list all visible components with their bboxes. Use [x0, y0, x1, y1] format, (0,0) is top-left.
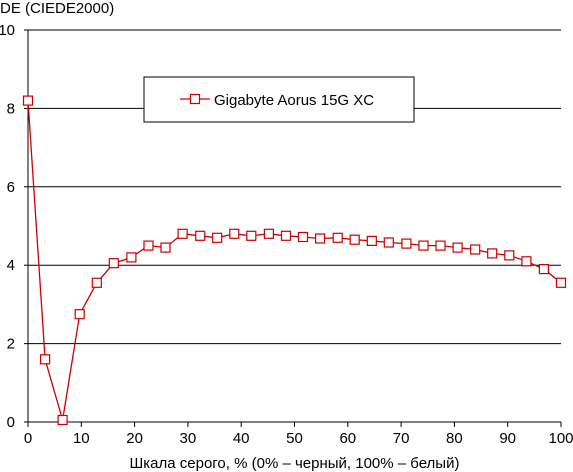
y-tick-label-0: 0: [7, 414, 15, 431]
data-point-0-7: [143, 240, 154, 251]
data-point-0-25: [452, 242, 463, 253]
y-tick-label-10: 10: [0, 22, 15, 39]
y-axis-label: DE (CIEDE2000): [0, 0, 114, 17]
data-point-0-19: [349, 234, 360, 245]
data-point-0-12: [229, 228, 240, 239]
data-point-0-2: [57, 414, 68, 426]
series-layer: [22, 95, 567, 426]
data-point-0-1: [39, 354, 51, 365]
data-point-0-27: [487, 248, 498, 259]
data-point-0-6: [126, 252, 137, 263]
tick-label-layer: 0 10 20 30 40 50 60 70 80 90 100 0 2 4 6 8 10: [0, 22, 573, 447]
data-point-0-21: [383, 237, 394, 248]
x-tick-label-60: 60: [339, 430, 356, 447]
data-point-0-31: [555, 277, 567, 288]
data-point-0-11: [212, 232, 223, 243]
y-tick-label-2: 2: [7, 336, 15, 353]
data-point-0-24: [435, 240, 446, 251]
data-point-0-13: [246, 230, 257, 241]
x-axis-label: Шкала серого, % (0% – черный, 100% – бел…: [130, 455, 460, 472]
x-tick-label-70: 70: [393, 430, 410, 447]
data-point-0-28: [504, 250, 515, 261]
data-point-0-8: [160, 242, 171, 253]
data-point-0-20: [366, 235, 377, 246]
y-tick-label-6: 6: [7, 179, 15, 196]
data-point-0-22: [401, 238, 412, 249]
legend: Gigabyte Aorus 15G XC: [143, 76, 415, 123]
y-tick-label-4: 4: [7, 257, 15, 274]
x-tick-label-20: 20: [126, 430, 143, 447]
x-tick-label-10: 10: [73, 430, 90, 447]
x-tick-label-100: 100: [548, 430, 573, 447]
x-tick-label-80: 80: [446, 430, 463, 447]
data-point-0-26: [470, 244, 481, 255]
data-point-0-5: [108, 258, 119, 269]
data-point-0-18: [332, 232, 343, 243]
data-point-0-10: [195, 230, 206, 241]
data-point-0-17: [315, 233, 326, 244]
y-tick-label-8: 8: [7, 100, 15, 117]
legend-label: Gigabyte Aorus 15G XC: [214, 92, 374, 109]
axes-layer: [24, 29, 562, 427]
x-tick-label-30: 30: [180, 430, 197, 447]
data-point-0-15: [280, 230, 292, 241]
data-point-0-29: [521, 256, 532, 267]
data-point-0-23: [418, 240, 429, 251]
data-point-0-16: [297, 231, 309, 243]
data-point-0-3: [74, 309, 85, 320]
series-line-0: [27, 100, 562, 421]
x-tick-label-90: 90: [499, 430, 516, 447]
x-tick-label-40: 40: [233, 430, 250, 447]
data-point-0-14: [263, 228, 274, 239]
x-tick-label-50: 50: [286, 430, 303, 447]
legend-marker: [189, 93, 201, 105]
data-point-0-4: [91, 277, 102, 288]
data-point-0-30: [538, 264, 550, 275]
data-point-0-9: [177, 228, 188, 239]
data-point-0-0: [22, 95, 34, 106]
x-tick-label-0: 0: [24, 430, 32, 447]
